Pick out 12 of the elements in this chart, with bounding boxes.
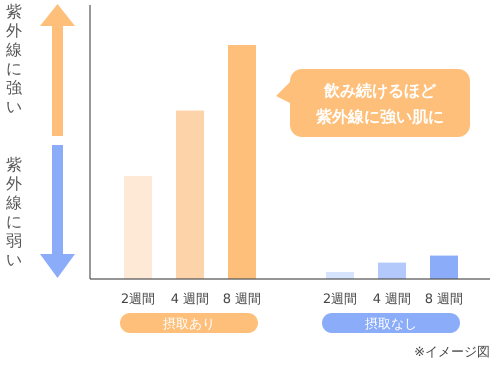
x-tick-label: 8 週間 — [222, 292, 262, 307]
x-tick-label: 4 週間 — [372, 292, 412, 307]
annotation: 飲み続けるほど紫外線に強い肌に — [315, 81, 444, 126]
x-tick-label: 4 週間 — [170, 292, 210, 307]
x-tick-label: 8 週間 — [424, 292, 464, 307]
x-tick-label: 2週間 — [120, 292, 156, 307]
x-tick-label: 2週間 — [322, 292, 358, 307]
text: 摂取なし — [365, 317, 417, 332]
text: 紫外線に弱い — [5, 155, 22, 269]
text: 摂取あり — [163, 317, 215, 332]
text: 紫外線に強い — [5, 2, 22, 116]
text: ※イメージ図 — [414, 345, 490, 360]
